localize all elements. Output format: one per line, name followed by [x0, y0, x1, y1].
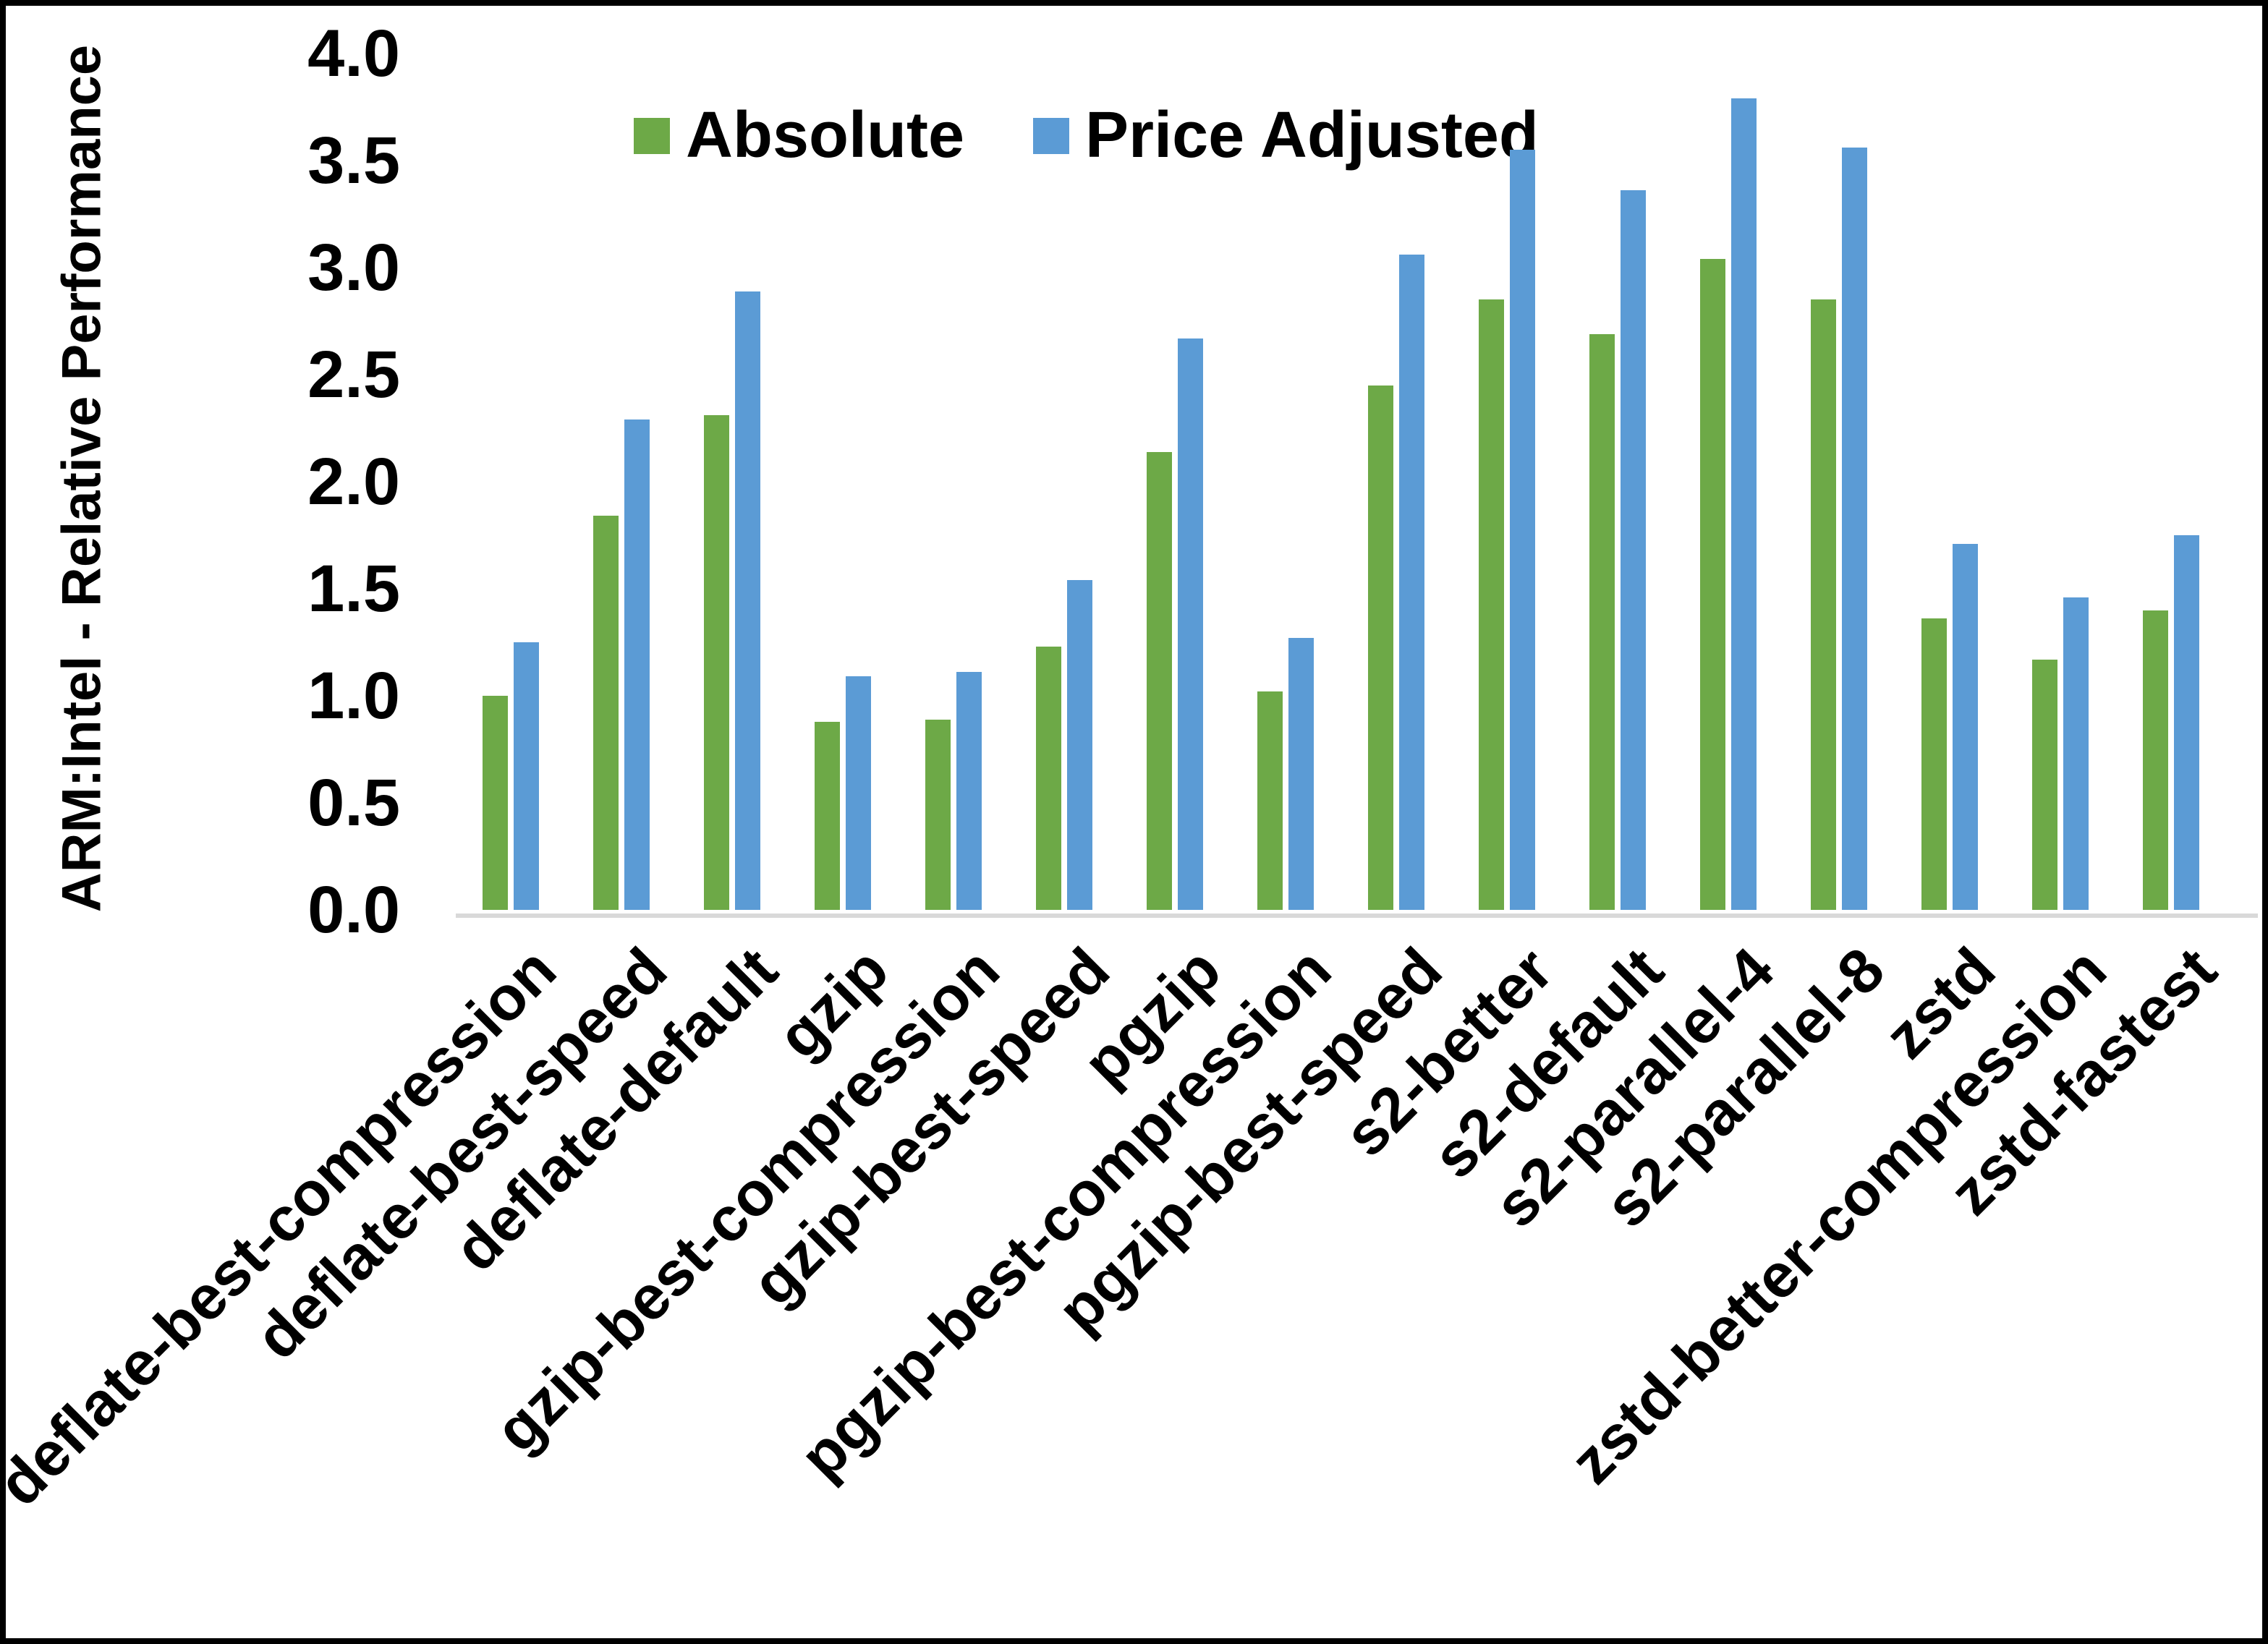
bar-price-adjusted-deflate-best-speed	[624, 419, 650, 910]
bar-price-adjusted-pgzip-best-compression	[1288, 638, 1314, 910]
y-tick-label: 0.5	[307, 766, 400, 840]
y-tick-label: 1.0	[307, 659, 400, 733]
bar-price-adjusted-s2-parallel-4	[1731, 98, 1757, 910]
y-tick-label: 0.0	[307, 873, 400, 947]
bar-absolute-zstd	[1921, 618, 1947, 910]
bar-price-adjusted-deflate-best-compression	[514, 642, 539, 910]
legend-label-absolute: Absolute	[686, 99, 965, 171]
y-tick-label: 4.0	[307, 17, 400, 90]
bar-absolute-gzip-best-compression	[925, 720, 951, 910]
legend-swatch-price-adjusted	[1033, 117, 1070, 154]
bar-absolute-s2-parallel-8	[1811, 299, 1836, 910]
y-tick-label: 3.0	[307, 231, 400, 304]
y-tick-label: 1.5	[307, 552, 400, 626]
bar-absolute-s2-default	[1589, 334, 1615, 910]
bar-price-adjusted-s2-default	[1621, 190, 1646, 910]
legend-item-absolute: Absolute	[634, 98, 964, 173]
legend-label-price-adjusted: Price Adjusted	[1085, 99, 1539, 171]
legend: Absolute Price Adjusted	[634, 98, 1539, 173]
bar-absolute-deflate-best-compression	[483, 696, 508, 910]
bar-absolute-s2-better	[1479, 299, 1504, 910]
y-tick-label: 2.0	[307, 445, 400, 519]
bar-price-adjusted-gzip-best-speed	[1067, 580, 1092, 910]
legend-swatch-absolute	[634, 117, 670, 154]
bar-absolute-s2-parallel-4	[1700, 259, 1725, 910]
bar-absolute-pgzip-best-compression	[1257, 691, 1283, 910]
bar-absolute-gzip	[815, 722, 840, 910]
bar-price-adjusted-zstd-better-compression	[2063, 597, 2089, 910]
y-tick-label: 2.5	[307, 338, 400, 412]
bar-price-adjusted-gzip-best-compression	[956, 672, 982, 910]
bar-absolute-zstd-fastest	[2143, 610, 2168, 910]
bar-price-adjusted-s2-better	[1510, 150, 1535, 910]
x-axis-baseline	[456, 913, 2258, 918]
bar-price-adjusted-deflate-default	[735, 291, 760, 910]
bar-price-adjusted-pgzip	[1178, 338, 1203, 910]
bar-price-adjusted-gzip	[846, 676, 871, 910]
bar-absolute-deflate-best-speed	[593, 516, 619, 910]
bar-absolute-gzip-best-speed	[1036, 647, 1061, 910]
bar-absolute-deflate-default	[704, 415, 729, 910]
bar-absolute-zstd-better-compression	[2032, 660, 2057, 910]
bar-price-adjusted-s2-parallel-8	[1842, 148, 1867, 910]
bar-price-adjusted-zstd	[1953, 544, 1978, 910]
bar-absolute-pgzip	[1147, 452, 1172, 910]
bar-price-adjusted-pgzip-best-speed	[1399, 255, 1424, 910]
legend-item-price-adjusted: Price Adjusted	[1033, 98, 1539, 173]
bar-price-adjusted-zstd-fastest	[2174, 535, 2199, 910]
bar-absolute-pgzip-best-speed	[1368, 386, 1393, 910]
y-tick-label: 3.5	[307, 124, 400, 197]
y-axis-title: ARM:Intel - Relative Performance	[51, 44, 113, 913]
